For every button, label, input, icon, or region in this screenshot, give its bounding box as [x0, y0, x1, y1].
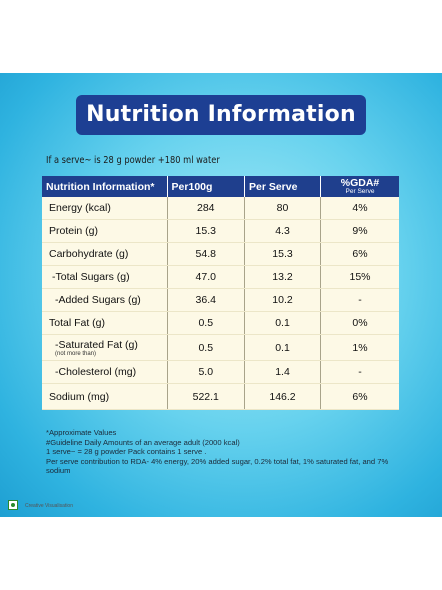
nutrition-table: Nutrition Information* Per100g Per Serve… — [42, 176, 399, 410]
footnote: *Approximate Values — [46, 428, 117, 437]
value-per100g: 47.0 — [167, 265, 245, 289]
vegetarian-mark-icon — [8, 500, 18, 510]
nutrient-label: Protein (g) — [42, 219, 168, 243]
creative-visualisation-note: Creative Visualisation — [25, 503, 73, 509]
nutrient-name: Total Fat (g) — [49, 317, 106, 329]
nutrient-name: -Saturated Fat (g) — [55, 338, 138, 351]
table-header-row: Nutrition Information* Per100g Per Serve… — [42, 176, 399, 197]
nutrient-label: Total Fat (g) — [42, 311, 168, 335]
table-row: Carbohydrate (g) 54.8 15.3 6% — [42, 242, 399, 266]
value-per100g: 0.5 — [167, 311, 245, 335]
header-per100g: Per100g — [167, 176, 245, 197]
nutrient-name: Sodium (mg) — [49, 390, 110, 403]
nutrient-label: Carbohydrate (g) — [42, 242, 168, 266]
table-row: Total Fat (g) 0.5 0.1 0% — [42, 311, 399, 335]
value-per-serve: 80 — [244, 197, 322, 220]
nutrient-name: Energy (kcal) — [49, 202, 111, 214]
value-gda: 4% — [320, 197, 399, 220]
footnote: #Guideline Daily Amounts of an average a… — [46, 437, 240, 447]
value-gda: - — [320, 288, 399, 312]
value-gda: 6% — [320, 242, 399, 266]
table-row: -Saturated Fat (g) (not more than) 0.5 0.1 1… — [42, 334, 399, 361]
footnote: Per serve contribution to RDA- 4% energy… — [46, 456, 389, 476]
table-row: -Added Sugars (g) 36.4 10.2- — [42, 288, 399, 312]
header-nutrition-information: Nutrition Information* — [42, 176, 168, 197]
table-row: -Total Sugars (g) 47.0 13.2 15% — [42, 265, 399, 289]
nutrient-note: (not more than) — [55, 350, 97, 357]
nutrient-label: Energy (kcal) — [42, 197, 168, 220]
serve-line: If a serve~ is 28 g powder +180 ml water — [46, 155, 220, 166]
nutrient-name: -Cholesterol (mg) — [55, 366, 137, 378]
value-per-serve: 15.3 — [244, 242, 322, 266]
value-gda: 6% — [320, 383, 399, 410]
table-row: Protein (g) 15.3 4.3 9% — [42, 219, 399, 243]
value-per-serve: 10.2 — [244, 288, 322, 312]
nutrient-label: -Total Sugars (g) — [42, 265, 168, 289]
value-per100g: 5.0 — [167, 360, 245, 384]
nutrient-label: -Added Sugars (g) — [42, 288, 168, 312]
header-gda-main: %GDA# — [340, 177, 380, 189]
value-per-serve: 0.1 — [244, 311, 322, 335]
value-per-serve: 146.2 — [244, 383, 322, 410]
banner-title: Nutrition Information — [76, 95, 366, 135]
value-gda: 9% — [320, 219, 399, 243]
value-per-serve: 1.4 — [244, 360, 322, 384]
header-gda-sub: Per Serve — [345, 188, 375, 195]
value-per100g: 0.5 — [167, 334, 245, 361]
value-gda: 0% — [320, 311, 399, 335]
table-row: -Cholesterol (mg) 5.0 1.4- — [42, 360, 399, 384]
nutrient-label: Sodium (mg) — [42, 383, 168, 410]
value-per-serve: 13.2 — [244, 265, 322, 289]
nutrient-name: Carbohydrate (g) — [49, 248, 129, 260]
nutrient-name: -Total Sugars (g) — [52, 271, 130, 283]
value-gda: - — [320, 360, 399, 384]
header-gda: %GDA# Per Serve — [320, 176, 399, 197]
table-row: Sodium (mg) 522.1 146.2 6% — [42, 383, 399, 410]
header-per-serve: Per Serve — [244, 176, 322, 197]
value-per100g: 522.1 — [167, 383, 245, 410]
table-row: Energy (kcal) 284 80 4% — [42, 197, 399, 220]
nutrient-label: -Saturated Fat (g) (not more than) — [42, 334, 168, 361]
nutrient-name: Protein (g) — [49, 225, 99, 237]
nutrient-name: -Added Sugars (g) — [55, 294, 141, 306]
nutrition-panel: Nutrition Information If a serve~ is 28 … — [0, 73, 442, 517]
footnotes: *Approximate Values #Guideline Daily Amo… — [46, 428, 406, 476]
footnote: 1 serve~ = 28 g powder Pack contains 1 s… — [46, 447, 207, 457]
value-gda: 1% — [320, 334, 399, 361]
value-per100g: 36.4 — [167, 288, 245, 312]
value-per100g: 54.8 — [167, 242, 245, 266]
value-per-serve: 0.1 — [244, 334, 322, 361]
value-per100g: 15.3 — [167, 219, 245, 243]
value-per100g: 284 — [167, 197, 245, 220]
value-per-serve: 4.3 — [244, 219, 322, 243]
nutrient-label: -Cholesterol (mg) — [42, 360, 168, 384]
value-gda: 15% — [320, 265, 399, 289]
